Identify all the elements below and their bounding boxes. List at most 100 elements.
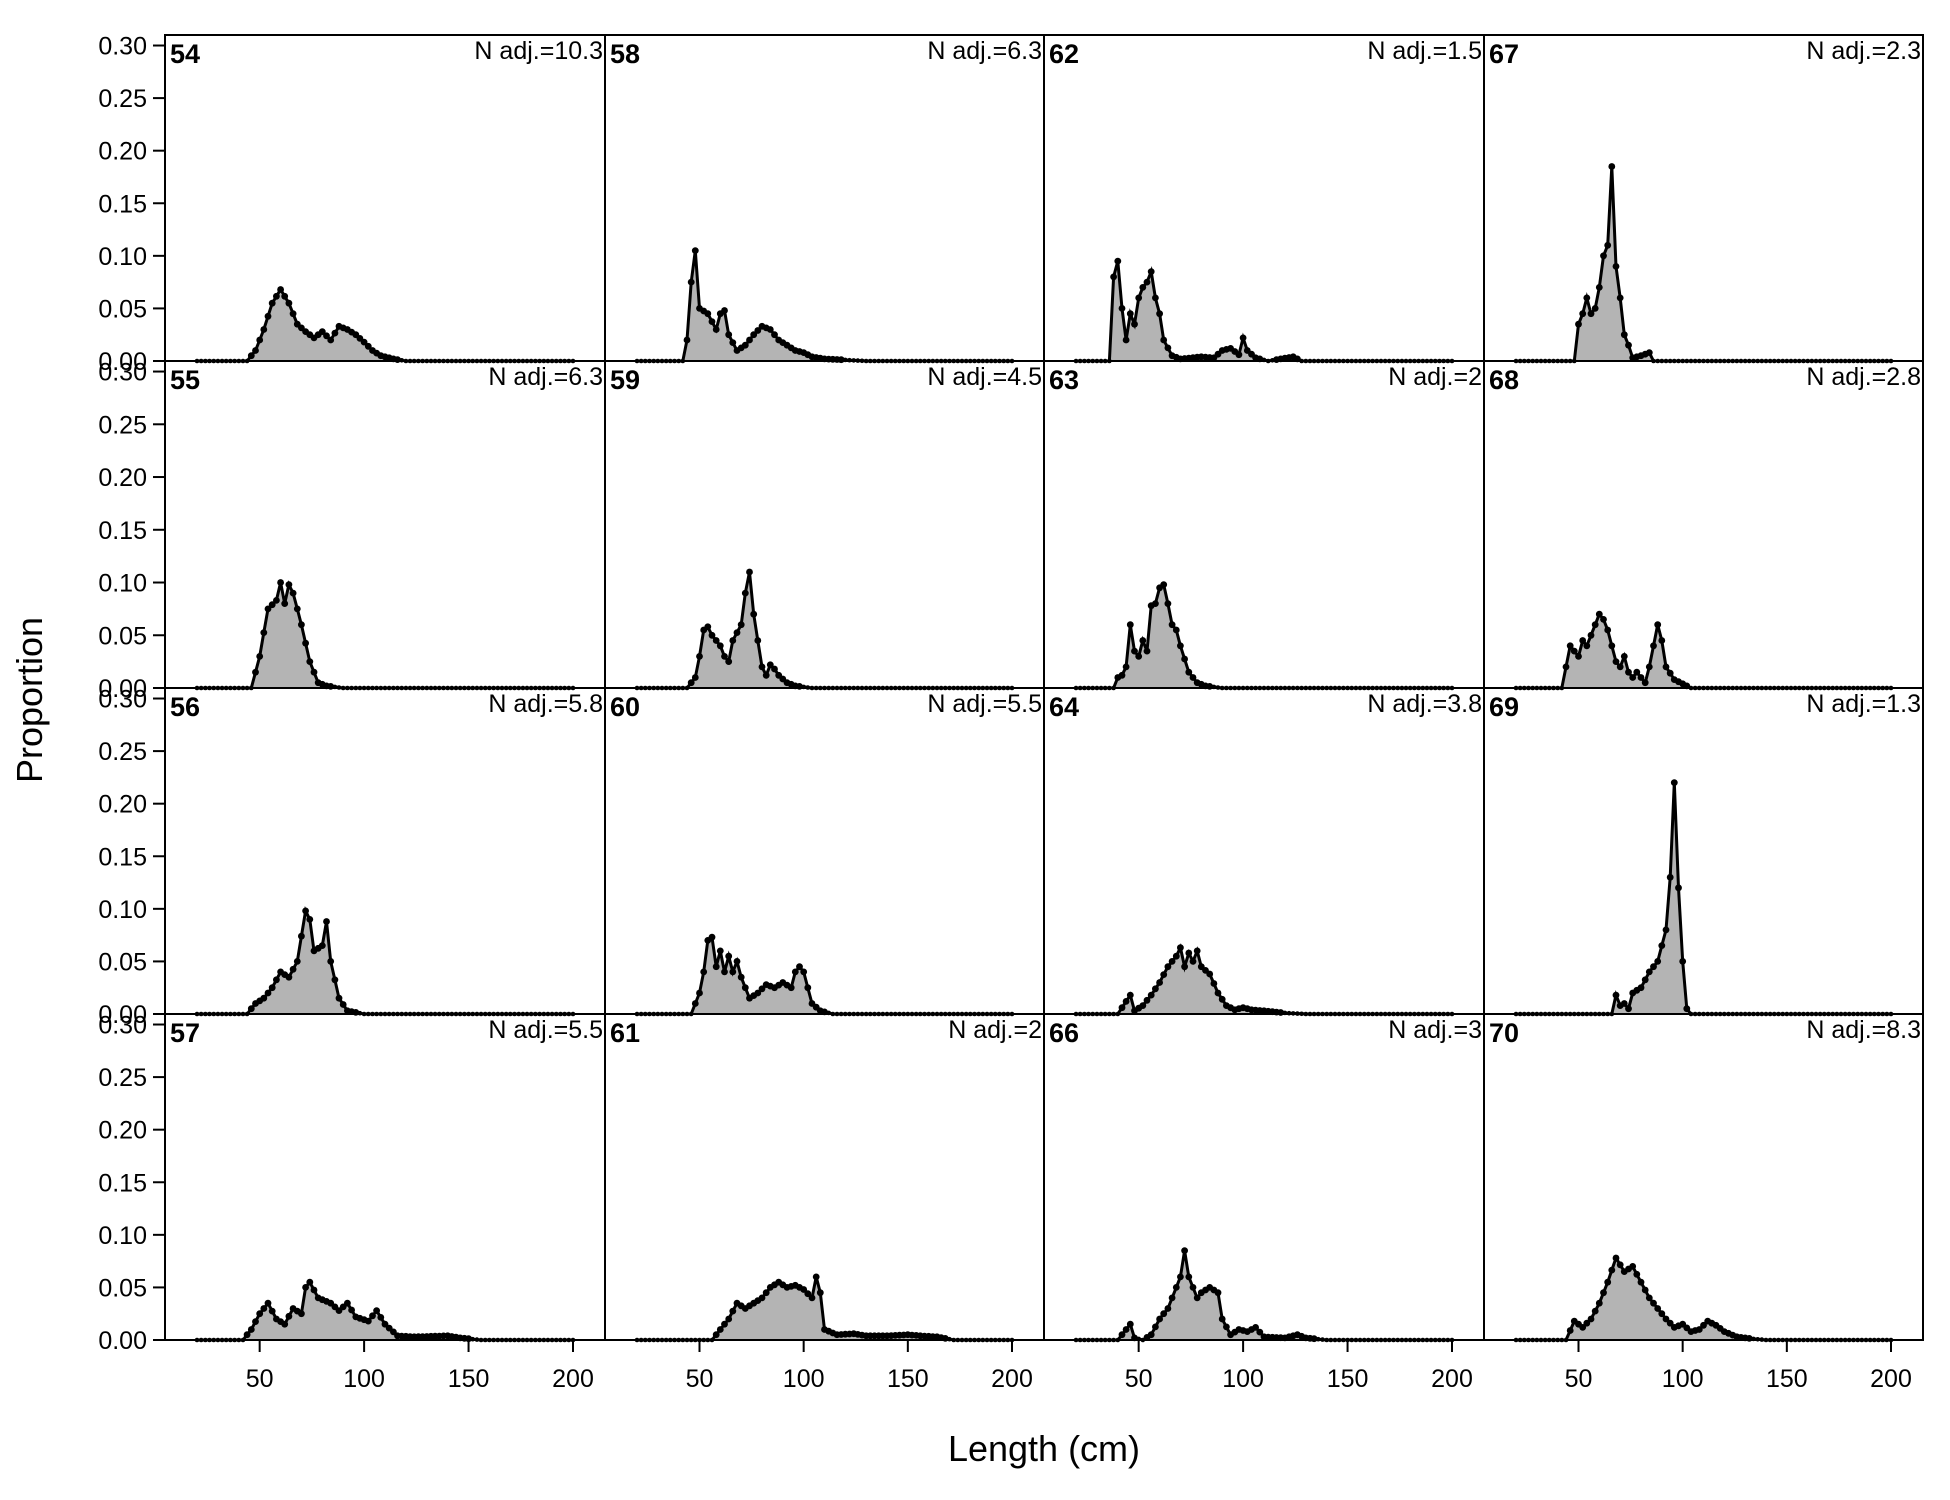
data-point (1189, 1284, 1197, 1291)
data-point (302, 907, 309, 915)
data-point (1152, 1323, 1159, 1331)
data-point (1218, 995, 1226, 1003)
data-point (1591, 621, 1599, 629)
data-point (335, 994, 343, 1002)
panel-frame (1483, 360, 1924, 689)
y-tick-label: 0.20 (98, 791, 147, 819)
x-tick-label: 100 (783, 1365, 825, 1393)
data-point (364, 1317, 372, 1325)
data-point (716, 642, 724, 650)
data-point (1147, 991, 1155, 999)
n-adj-label: N adj.=6.3 (927, 37, 1042, 65)
panel-55: 55 N adj.=6.3 (164, 360, 606, 691)
panel-frame (604, 1013, 1045, 1341)
data-point (377, 1314, 385, 1321)
data-point (1168, 1294, 1176, 1302)
data-point (1164, 344, 1172, 352)
data-point (804, 1290, 812, 1298)
data-point (754, 637, 762, 644)
data-point (1160, 336, 1168, 344)
x-tick-label: 100 (343, 1365, 385, 1393)
data-point (1181, 1247, 1188, 1254)
data-point (1608, 163, 1616, 170)
data-point (1214, 989, 1222, 997)
data-point (1177, 1273, 1184, 1281)
data-point (716, 947, 724, 955)
data-point (1604, 626, 1612, 634)
y-tick-label: 0.30 (98, 359, 147, 387)
panel-66: 66 N adj.=3 (1043, 1013, 1485, 1343)
n-adj-label: N adj.=10.3 (474, 37, 603, 65)
distribution-area (1076, 261, 1452, 361)
data-point (1168, 958, 1176, 965)
panel-label: 58 (610, 39, 640, 69)
x-tick-label: 100 (1222, 1365, 1264, 1393)
data-point (1583, 642, 1591, 650)
data-point (741, 589, 749, 597)
panel-frame (1043, 34, 1485, 362)
data-point (683, 336, 691, 344)
data-point (1666, 1319, 1674, 1327)
panel-label: 61 (610, 1018, 640, 1048)
panel-label: 68 (1489, 365, 1519, 395)
panel-57: 57 N adj.=5.5 (164, 1013, 606, 1343)
data-point (746, 336, 753, 344)
n-adj-label: N adj.=1.5 (1367, 37, 1482, 65)
data-point (766, 326, 774, 333)
data-point (1650, 1299, 1657, 1307)
data-point (281, 292, 289, 300)
data-point (1662, 1315, 1670, 1323)
data-point (791, 968, 799, 976)
y-tick-label: 0.20 (98, 464, 147, 492)
data-point (1122, 663, 1130, 671)
data-point (264, 312, 272, 320)
y-tick-label: 0.00 (98, 1001, 147, 1029)
data-point (1629, 674, 1637, 681)
panel-63: 63 N adj.=2 (1043, 360, 1485, 691)
data-point (306, 658, 314, 665)
distribution-line (1076, 943, 1452, 1016)
data-point (1143, 996, 1151, 1004)
data-point (252, 668, 259, 676)
panel-label: 59 (610, 365, 640, 395)
data-point (712, 326, 720, 333)
distribution-area (637, 1276, 1012, 1340)
data-point (1654, 621, 1662, 629)
data-point (1620, 331, 1628, 339)
data-point (256, 336, 264, 344)
x-tick-label: 200 (991, 1365, 1033, 1393)
data-point (1114, 257, 1122, 265)
data-point (1612, 991, 1620, 999)
panel-60: 60 N adj.=5.5 (604, 687, 1045, 1017)
data-point (808, 1294, 816, 1302)
data-point (1620, 653, 1628, 660)
y-tick-label: 0.15 (98, 190, 147, 218)
data-point (687, 679, 695, 687)
data-point (348, 1306, 355, 1314)
panel-label: 67 (1489, 39, 1519, 69)
data-point (1620, 1000, 1628, 1007)
data-point (691, 674, 699, 681)
data-point (700, 968, 708, 976)
panel-frame (1483, 687, 1924, 1015)
data-point (1164, 1305, 1172, 1312)
panel-58: 58 N adj.=6.3 (604, 34, 1045, 364)
data-point (1591, 305, 1599, 312)
data-point (243, 1331, 251, 1339)
data-point (268, 299, 276, 307)
data-point (1177, 944, 1184, 952)
data-point (816, 1289, 824, 1297)
panel-67: 67 N adj.=2.3 (1483, 34, 1924, 364)
y-tick-label: 0.25 (98, 85, 147, 113)
panel-56: 56 N adj.=5.8 (164, 687, 606, 1017)
data-point (771, 331, 778, 339)
data-point (691, 247, 699, 255)
data-point (1172, 1284, 1180, 1291)
data-point (260, 326, 268, 333)
data-point (310, 1286, 318, 1294)
data-point (729, 968, 737, 976)
y-tick-label: 0.30 (98, 33, 147, 61)
data-point (1147, 1331, 1155, 1339)
data-point (1118, 305, 1126, 312)
